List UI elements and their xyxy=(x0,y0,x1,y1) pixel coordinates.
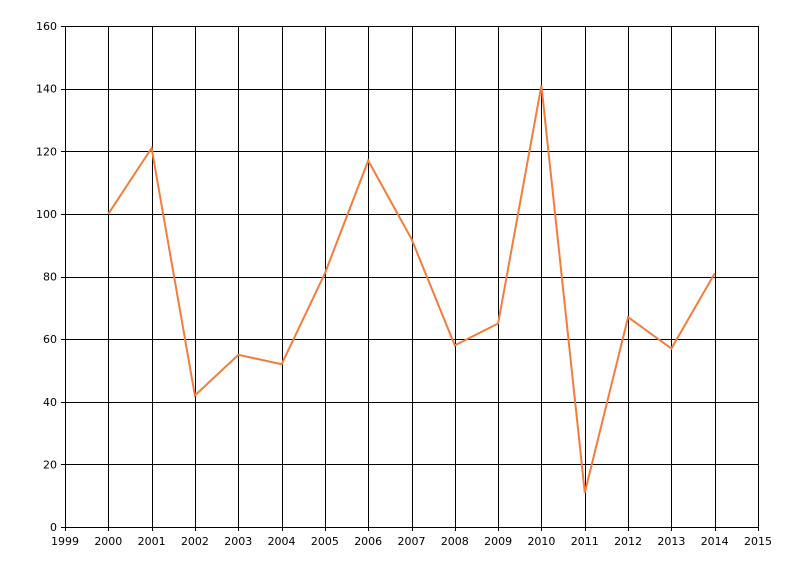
x-tick-label: 2000 xyxy=(94,535,122,548)
y-tick-label: 60 xyxy=(43,333,57,346)
x-tick-label: 2005 xyxy=(311,535,339,548)
y-tick-label: 100 xyxy=(36,208,57,221)
x-tick-label: 2013 xyxy=(657,535,685,548)
axes xyxy=(61,26,759,531)
x-tick-label: 2010 xyxy=(527,535,555,548)
x-tick-label: 2015 xyxy=(744,535,772,548)
grid-lines xyxy=(65,26,759,527)
y-tick-label: 160 xyxy=(36,20,57,33)
x-tick-label: 2009 xyxy=(484,535,512,548)
x-tick-label: 2014 xyxy=(701,535,729,548)
x-tick-label: 1999 xyxy=(51,535,79,548)
y-tick-labels: 0 20 40 60 80 100 120 140 160 xyxy=(36,20,57,534)
x-tick-label: 2003 xyxy=(224,535,252,548)
series-lines xyxy=(107,85,716,493)
x-tick-label: 2008 xyxy=(441,535,469,548)
y-tick-label: 20 xyxy=(43,458,57,471)
y-tick-label: 40 xyxy=(43,396,57,409)
y-tick-label: 120 xyxy=(36,145,57,158)
x-tick-label: 2001 xyxy=(138,535,166,548)
series-line xyxy=(107,85,716,493)
x-tick-label: 2004 xyxy=(268,535,296,548)
y-tick-label: 0 xyxy=(50,521,57,534)
y-tick-label: 80 xyxy=(43,271,57,284)
x-tick-label: 2006 xyxy=(354,535,382,548)
y-tick-label: 140 xyxy=(36,83,57,96)
x-tick-label: 2011 xyxy=(571,535,599,548)
x-tick-labels: 1999 2000 2001 2002 2003 2004 2005 2006 2007 2008… xyxy=(51,535,772,548)
x-tick-label: 2007 xyxy=(398,535,426,548)
x-tick-label: 2012 xyxy=(614,535,642,548)
x-tick-label: 2002 xyxy=(181,535,209,548)
